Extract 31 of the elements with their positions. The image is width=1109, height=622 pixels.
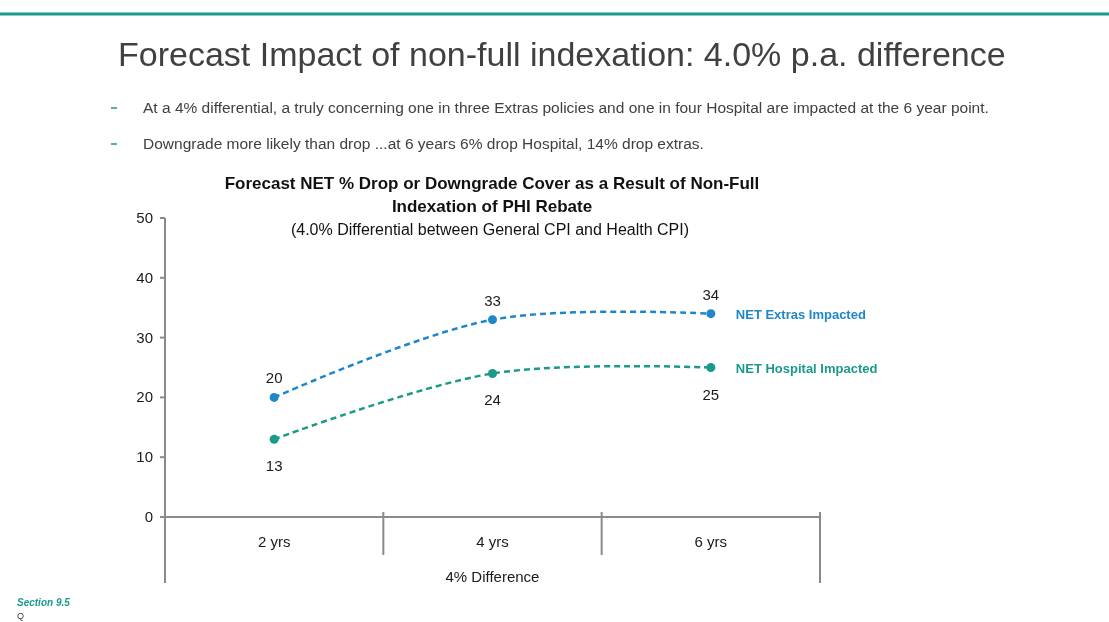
data-label: 25 [702, 385, 720, 403]
series-label: NET Extras Impacted [735, 306, 866, 322]
data-label: 13 [265, 457, 283, 475]
x-tick-label: 4 yrs [476, 533, 509, 550]
text: Downgrade more likely than drop ...at 6 years 6% drop Hospital, 14% drop extras. [143, 135, 704, 152]
y-tick-label: 30 [136, 328, 153, 346]
data-label: 33 [484, 291, 501, 309]
y-tick-label: 10 [136, 448, 153, 466]
data-label: 20 [265, 369, 283, 387]
series-label: NET Hospital Impacted [735, 360, 878, 376]
annotation: (4.0% Differential between General CPI and Health CPI) [290, 221, 690, 238]
point [488, 368, 497, 378]
y-tick-label: 20 [136, 388, 153, 406]
y-tick-label: 50 [136, 209, 153, 226]
point [706, 363, 716, 372]
text: At a 4% differential, a truly concerning one in three Extras policies and one in four Hospital are impacted at the 6 year point. [143, 99, 989, 116]
point [706, 309, 716, 319]
y-tick-label: 0 [144, 508, 153, 525]
chart-title: Forecast Impact of non-full indexation: 4.0% p.a. difference [118, 35, 1006, 73]
chart-subtitle: Forecast NET % Drop or Downgrade Cover as a Result of Non-Full Indexation of PHI Rebate [224, 174, 760, 216]
x-tick-label: 6 yrs [694, 533, 728, 550]
y-tick-label: 40 [136, 268, 153, 286]
x-tick-label: 2 yrs [257, 533, 291, 550]
text: Q [17, 611, 25, 621]
data-label: 24 [484, 391, 501, 409]
text: Section 9.5 [17, 597, 71, 608]
x-axis-title: 4% Difference [445, 568, 540, 585]
data-label: 34 [702, 285, 720, 303]
point [269, 392, 279, 402]
point [269, 434, 279, 444]
point [488, 315, 497, 325]
